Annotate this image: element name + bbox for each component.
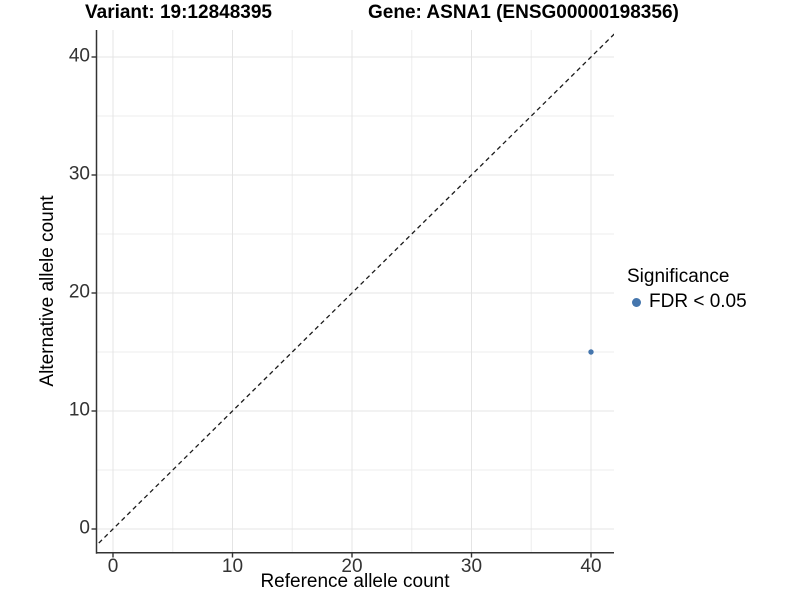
plot-title-gene: Gene: ASNA1 (ENSG00000198356) — [368, 2, 679, 23]
identity-reference-line-group — [96, 33, 614, 547]
x-axis-title: Reference allele count — [260, 571, 450, 592]
legend-point-icon — [632, 297, 641, 307]
x-tick-label: 10 — [221, 556, 244, 577]
major-gridlines — [96, 30, 614, 553]
minor-gridlines — [96, 30, 614, 553]
y-tick-label: 30 — [68, 163, 90, 185]
legend-item: FDR < 0.05 — [627, 291, 747, 313]
y-tick-label: 10 — [68, 399, 90, 421]
legend-title: Significance — [627, 266, 730, 287]
tick-marks — [91, 56, 592, 558]
y-tick-label: 0 — [79, 517, 90, 539]
x-tick-label: 30 — [460, 556, 483, 577]
axis-lines — [95, 30, 614, 554]
x-tick-label: 40 — [580, 556, 602, 577]
y-tick-label: 20 — [68, 281, 90, 303]
y-tick-label: 40 — [68, 45, 90, 67]
x-tick-label: 20 — [341, 556, 363, 577]
identity-dashed-line — [96, 33, 614, 547]
x-tick-label: 0 — [107, 556, 119, 577]
data-point — [588, 349, 594, 355]
data-points — [588, 349, 594, 355]
legend-item-label: FDR < 0.05 — [649, 291, 747, 312]
plot-title-variant: Variant: 19:12848395 — [85, 2, 272, 23]
legend: Significance FDR < 0.05 — [627, 266, 747, 313]
y-axis-title: Alternative allele count — [37, 195, 58, 387]
